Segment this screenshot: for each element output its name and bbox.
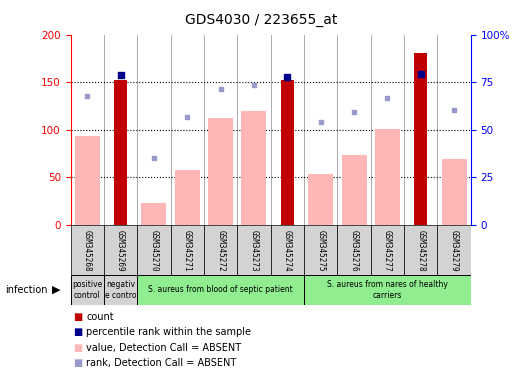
Text: GSM345272: GSM345272 — [216, 230, 225, 271]
Bar — [441, 159, 467, 225]
FancyBboxPatch shape — [170, 225, 204, 275]
FancyBboxPatch shape — [271, 225, 304, 275]
Text: infection: infection — [5, 285, 48, 295]
Text: GSM345271: GSM345271 — [183, 230, 192, 271]
Text: ■: ■ — [73, 343, 83, 353]
Text: negativ
e contro: negativ e contro — [105, 280, 137, 300]
Text: rank, Detection Call = ABSENT: rank, Detection Call = ABSENT — [86, 358, 236, 368]
Bar — [281, 80, 293, 225]
Bar — [208, 118, 233, 225]
Point — [217, 86, 225, 92]
Point — [150, 155, 158, 161]
Text: S. aureus from nares of healthy
carriers: S. aureus from nares of healthy carriers — [327, 280, 448, 300]
Text: GDS4030 / 223655_at: GDS4030 / 223655_at — [185, 13, 338, 27]
Text: positive
control: positive control — [72, 280, 103, 300]
Text: GSM345273: GSM345273 — [249, 230, 258, 271]
Text: GSM345276: GSM345276 — [349, 230, 358, 271]
FancyBboxPatch shape — [304, 275, 471, 305]
Point — [250, 82, 258, 88]
Point — [117, 72, 125, 78]
Point — [350, 109, 358, 116]
Point — [450, 107, 458, 113]
Bar — [115, 80, 127, 225]
Text: count: count — [86, 312, 114, 322]
FancyBboxPatch shape — [237, 225, 271, 275]
FancyBboxPatch shape — [137, 275, 304, 305]
FancyBboxPatch shape — [437, 225, 471, 275]
Text: GSM345270: GSM345270 — [150, 230, 158, 271]
Bar — [175, 170, 200, 225]
FancyBboxPatch shape — [71, 225, 104, 275]
Text: GSM345275: GSM345275 — [316, 230, 325, 271]
Bar — [342, 155, 367, 225]
Text: GSM345274: GSM345274 — [283, 230, 292, 271]
FancyBboxPatch shape — [204, 225, 237, 275]
Point — [416, 71, 425, 78]
Point — [83, 93, 92, 99]
Point — [183, 114, 191, 120]
Text: ▶: ▶ — [52, 285, 60, 295]
FancyBboxPatch shape — [404, 225, 437, 275]
FancyBboxPatch shape — [71, 275, 104, 305]
Text: value, Detection Call = ABSENT: value, Detection Call = ABSENT — [86, 343, 242, 353]
Text: GSM345277: GSM345277 — [383, 230, 392, 271]
Bar — [375, 129, 400, 225]
Text: ■: ■ — [73, 327, 83, 337]
Text: GSM345268: GSM345268 — [83, 230, 92, 271]
Point — [316, 119, 325, 125]
Bar — [75, 136, 100, 225]
FancyBboxPatch shape — [137, 225, 170, 275]
FancyBboxPatch shape — [304, 225, 337, 275]
Bar — [141, 203, 166, 225]
Text: GSM345279: GSM345279 — [450, 230, 459, 271]
Bar — [308, 174, 333, 225]
Text: GSM345269: GSM345269 — [116, 230, 125, 271]
FancyBboxPatch shape — [371, 225, 404, 275]
Text: percentile rank within the sample: percentile rank within the sample — [86, 327, 251, 337]
FancyBboxPatch shape — [337, 225, 371, 275]
Point — [283, 74, 291, 80]
FancyBboxPatch shape — [104, 225, 137, 275]
Bar — [242, 111, 267, 225]
Text: ■: ■ — [73, 358, 83, 368]
Text: ■: ■ — [73, 312, 83, 322]
Text: GSM345278: GSM345278 — [416, 230, 425, 271]
Bar — [414, 53, 427, 225]
Text: S. aureus from blood of septic patient: S. aureus from blood of septic patient — [148, 285, 293, 295]
Point — [383, 95, 392, 101]
FancyBboxPatch shape — [104, 275, 137, 305]
